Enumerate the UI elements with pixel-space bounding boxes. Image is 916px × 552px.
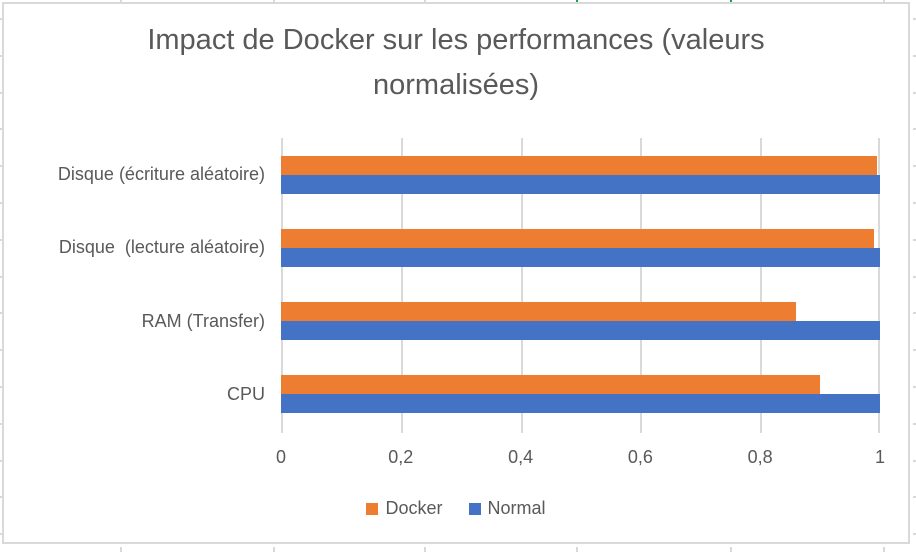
category-axis-line bbox=[281, 138, 283, 433]
sheet-row-line bbox=[0, 202, 3, 204]
sheet-column-line bbox=[576, 0, 578, 3]
category-label: RAM (Transfer) bbox=[141, 310, 265, 331]
sheet-row-line bbox=[913, 54, 916, 57]
sheet-column-line bbox=[424, 547, 426, 552]
sheet-row-line bbox=[913, 349, 916, 352]
x-tick-label: 0,6 bbox=[627, 447, 653, 467]
bar-normal[interactable] bbox=[281, 247, 880, 267]
sheet-row-line bbox=[913, 312, 916, 315]
gridline bbox=[400, 138, 403, 433]
sheet-column-line bbox=[120, 0, 122, 3]
sheet-row-line bbox=[913, 202, 916, 204]
sheet-column-line bbox=[883, 0, 885, 3]
sheet-row-line bbox=[913, 18, 916, 20]
gridline bbox=[878, 138, 880, 433]
value-axis: 0 0,2 0,4 0,6 0,8 1 bbox=[276, 447, 885, 471]
legend-label: Normal bbox=[487, 498, 546, 518]
sheet-row-line bbox=[0, 54, 3, 57]
sheet-row-line bbox=[913, 128, 916, 131]
sheet-row-line bbox=[0, 496, 3, 499]
bar-group bbox=[281, 138, 880, 211]
chart-frame[interactable]: Impact de Docker sur les performances (v… bbox=[2, 2, 910, 544]
sheet-row-line bbox=[0, 349, 3, 352]
sheet-row-line bbox=[913, 91, 916, 94]
bar-docker[interactable] bbox=[281, 375, 821, 395]
sheet-column-line bbox=[576, 547, 578, 552]
sheet-row-line bbox=[0, 128, 3, 131]
sheet-row-line bbox=[0, 18, 3, 20]
sheet-row-line bbox=[913, 275, 916, 278]
plot-area bbox=[281, 138, 880, 433]
sheet-row-line bbox=[913, 238, 916, 241]
category-label: CPU bbox=[226, 383, 265, 404]
x-tick-label: 0,4 bbox=[508, 447, 534, 467]
sheet-row-line bbox=[0, 165, 3, 168]
sheet-row-line bbox=[0, 312, 3, 315]
sheet-row-line bbox=[913, 165, 916, 168]
bar-group bbox=[281, 211, 880, 284]
legend-swatch-icon bbox=[468, 502, 481, 515]
sheet-row-line bbox=[0, 533, 3, 536]
gridline bbox=[760, 138, 763, 433]
sheet-row-line bbox=[0, 275, 3, 278]
category-axis: Disque (écriture aléatoire) Disque (lectu… bbox=[4, 138, 265, 431]
sheet-column-line bbox=[424, 0, 426, 3]
bar-group bbox=[281, 285, 880, 358]
x-tick-label: 0,2 bbox=[388, 447, 414, 467]
gridline bbox=[520, 138, 523, 433]
sheet-row-line bbox=[913, 386, 916, 388]
sheet-row-line bbox=[0, 422, 3, 425]
sheet-column-line bbox=[883, 547, 885, 552]
x-tick-label: 1 bbox=[874, 447, 886, 467]
legend-item-normal[interactable]: Normal bbox=[468, 498, 546, 519]
sheet-row-line bbox=[0, 238, 3, 241]
sheet-row-line bbox=[913, 496, 916, 499]
sheet-row-line bbox=[913, 533, 916, 536]
legend-swatch-icon bbox=[366, 502, 379, 515]
sheet-row-line bbox=[0, 91, 3, 94]
sheet-column-line bbox=[730, 547, 732, 552]
sheet-row-line bbox=[0, 386, 3, 388]
bar-normal[interactable] bbox=[281, 321, 880, 341]
gridline bbox=[640, 138, 643, 433]
sheet-row-line bbox=[913, 422, 916, 425]
sheet-column-line bbox=[120, 547, 122, 552]
legend-item-docker[interactable]: Docker bbox=[366, 498, 443, 519]
bar-group bbox=[281, 358, 880, 431]
sheet-row-line bbox=[913, 459, 916, 462]
bar-docker[interactable] bbox=[281, 155, 877, 175]
bar-docker[interactable] bbox=[281, 302, 797, 322]
category-label: Disque (écriture aléatoire) bbox=[57, 164, 265, 185]
x-tick-label: 0 bbox=[275, 447, 287, 467]
category-label: Disque (lecture aléatoire) bbox=[58, 237, 265, 258]
sheet-column-line bbox=[273, 0, 275, 3]
legend: Docker Normal bbox=[4, 498, 908, 519]
legend-label: Docker bbox=[385, 498, 443, 518]
bar-normal[interactable] bbox=[281, 394, 880, 414]
x-tick-label: 0,8 bbox=[747, 447, 773, 467]
sheet-column-line bbox=[730, 0, 732, 3]
bar-docker[interactable] bbox=[281, 228, 874, 248]
sheet-row-line bbox=[0, 459, 3, 462]
bar-normal[interactable] bbox=[281, 174, 880, 194]
chart-title[interactable]: Impact de Docker sur les performances (v… bbox=[147, 24, 765, 101]
sheet-column-line bbox=[273, 547, 275, 552]
